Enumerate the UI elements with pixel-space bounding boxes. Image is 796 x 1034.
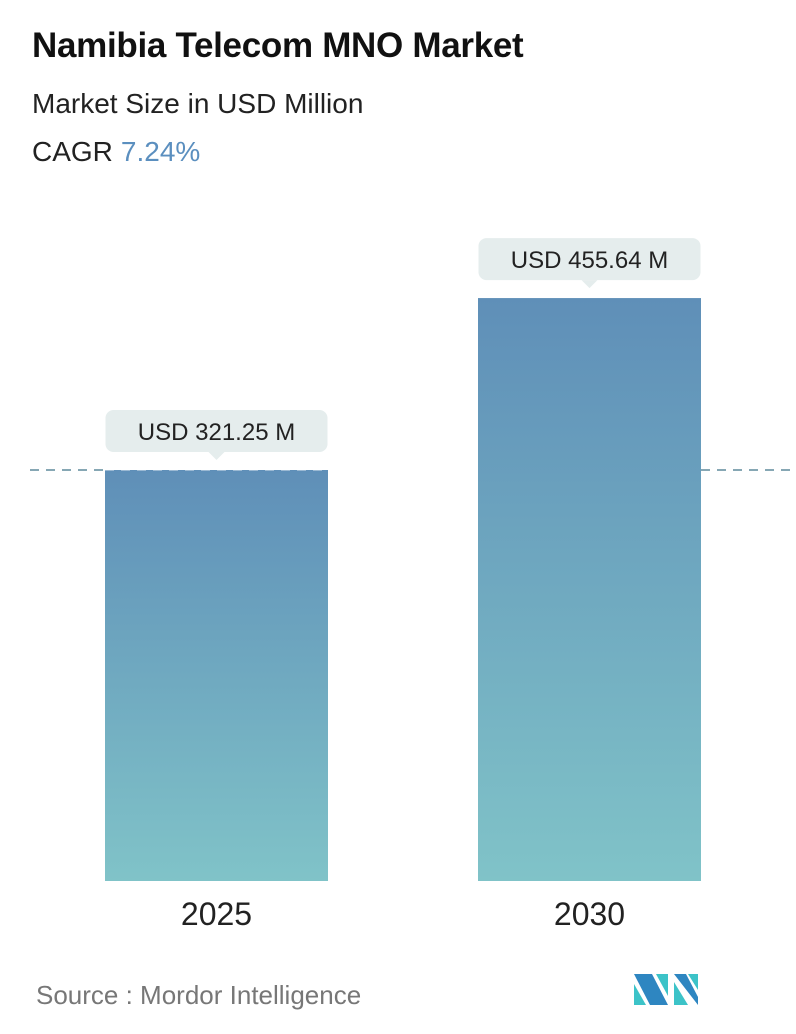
bar-2025: [105, 470, 328, 881]
data-label-pointer: [581, 280, 598, 289]
cagr-label: CAGR: [32, 136, 113, 167]
cagr-value: 7.24%: [120, 136, 201, 167]
chart-title: Namibia Telecom MNO Market: [32, 26, 524, 65]
data-label-bubble: [478, 238, 701, 281]
x-tick-label: 2030: [554, 896, 625, 932]
data-label-bubble: [105, 410, 328, 452]
data-label-pointer: [208, 452, 225, 460]
data-label: USD 321.25 M: [138, 419, 295, 446]
source-text: Source : Mordor Intelligence: [36, 980, 362, 1010]
bar-2030: [478, 298, 701, 881]
x-tick-label: 2025: [181, 896, 252, 932]
data-label: USD 455.64 M: [511, 247, 668, 274]
chart-subtitle: Market Size in USD Million: [32, 88, 364, 119]
cagr: CAGR 7.24%: [32, 136, 200, 168]
